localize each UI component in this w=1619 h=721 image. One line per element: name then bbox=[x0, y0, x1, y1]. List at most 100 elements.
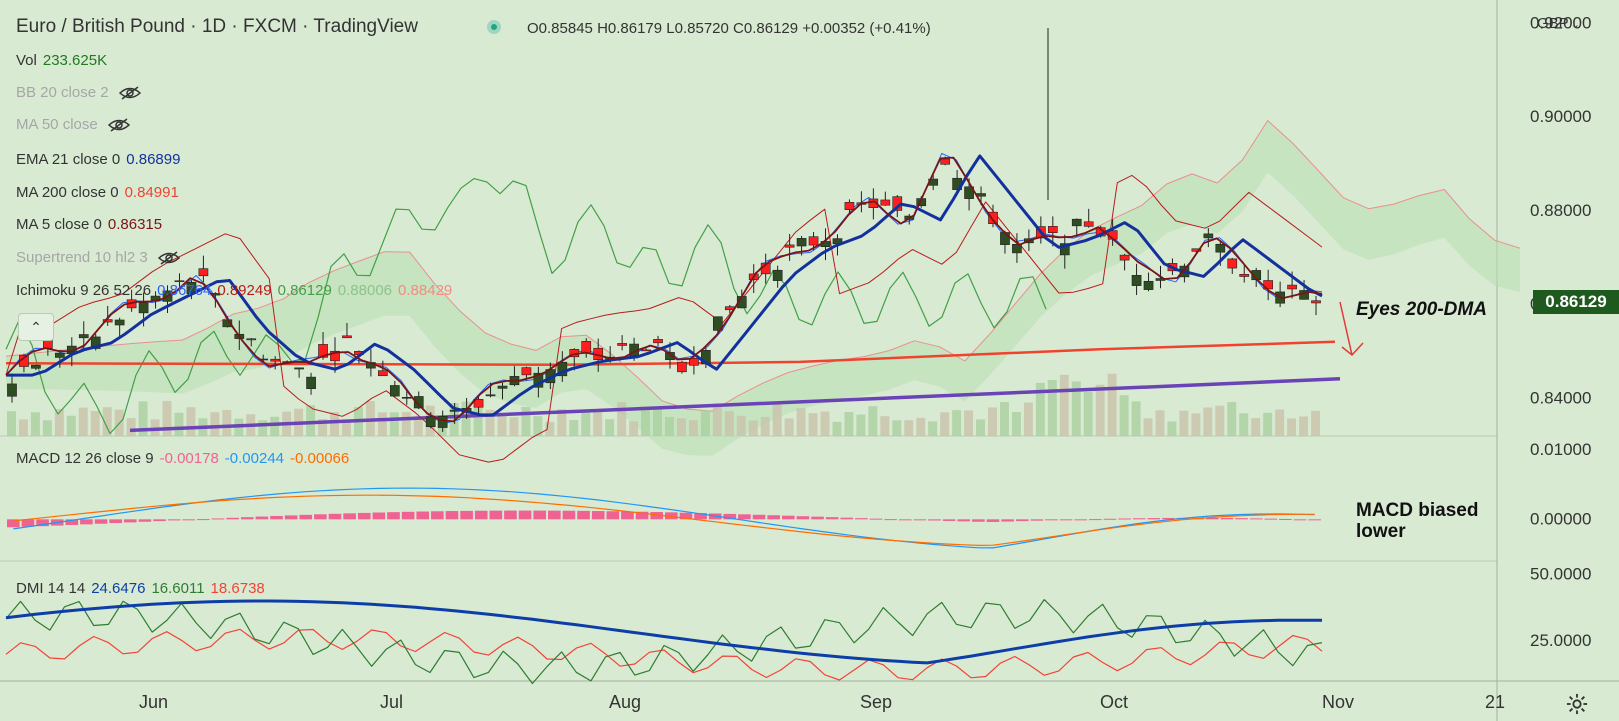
ma5-line bbox=[5, 156, 1323, 423]
candle-up bbox=[54, 352, 65, 358]
macd-histogram-bar bbox=[328, 513, 342, 520]
legend-macd-v2: -0.00244 bbox=[224, 450, 285, 467]
legend-ichimoku-v1: 0.86764 bbox=[157, 282, 212, 299]
volume-bar bbox=[844, 412, 854, 436]
macd-histogram-bar bbox=[167, 519, 181, 521]
candle-up bbox=[138, 302, 149, 314]
time-tick-label: Aug bbox=[609, 692, 641, 712]
macd-histogram-bar bbox=[752, 514, 766, 520]
macd-histogram-bar bbox=[986, 519, 1000, 522]
macd-histogram-bar bbox=[36, 519, 49, 527]
macd-histogram-bar bbox=[869, 518, 883, 520]
legend-vol[interactable]: Vol 233.625K bbox=[16, 52, 107, 69]
ichimoku-cloud bbox=[6, 120, 1520, 456]
candle-down bbox=[1191, 248, 1202, 252]
macd-histogram-bar bbox=[1162, 517, 1175, 520]
volume-bar bbox=[712, 403, 722, 436]
macd-histogram-bar bbox=[606, 511, 620, 520]
ohlc-open: O0.85845 bbox=[527, 20, 593, 37]
volume-bar bbox=[330, 412, 339, 436]
macd-histogram-bar bbox=[650, 512, 663, 520]
volume-bar bbox=[174, 412, 184, 436]
macd-histogram-bar bbox=[474, 510, 488, 520]
macd-histogram-bar bbox=[577, 510, 590, 520]
volume-bar bbox=[760, 416, 770, 436]
candle-down bbox=[784, 244, 795, 248]
legend-vol-label: Vol bbox=[16, 52, 37, 69]
legend-ma200[interactable]: MA 200 close 0 0.84991 bbox=[16, 184, 179, 201]
legend-ma200-value: 0.84991 bbox=[124, 184, 179, 201]
legend-ma5[interactable]: MA 5 close 0 0.86315 bbox=[16, 216, 162, 233]
macd-histogram-bar bbox=[109, 519, 122, 524]
candle-down bbox=[378, 370, 388, 377]
volume-bar bbox=[784, 418, 794, 436]
macd-line bbox=[13, 487, 1315, 549]
price-tick-label: 0.90000 bbox=[1530, 107, 1591, 126]
volume-bar bbox=[1035, 382, 1045, 436]
collapse-legend-button[interactable]: ⌃ bbox=[18, 313, 54, 341]
legend-bb[interactable]: BB 20 close 2 bbox=[16, 84, 141, 101]
hidden-eye-icon[interactable] bbox=[157, 251, 180, 265]
legend-dmi[interactable]: DMI 14 14 24.6476 16.6011 18.6738 bbox=[16, 580, 265, 597]
volume-bar bbox=[1167, 421, 1177, 436]
macd-histogram-bar bbox=[825, 517, 839, 520]
candle-down bbox=[330, 350, 340, 362]
macd-histogram-bar bbox=[928, 519, 941, 521]
legend-ma50-label: MA 50 close bbox=[16, 116, 98, 133]
volume-bar bbox=[509, 417, 519, 436]
volume-bar bbox=[617, 402, 627, 436]
adx-line bbox=[5, 599, 1323, 665]
candle-up bbox=[389, 385, 400, 397]
macd-histogram-bar bbox=[1074, 519, 1088, 521]
candle-down bbox=[808, 236, 819, 246]
gear-icon[interactable] bbox=[1566, 693, 1588, 715]
candle-down bbox=[581, 341, 592, 354]
macd-histogram-bar bbox=[635, 511, 649, 520]
currency-label: GBP bbox=[1537, 15, 1569, 32]
candle-down bbox=[641, 349, 651, 352]
candle-down bbox=[246, 338, 257, 341]
annotation-macd-line1: MACD biased bbox=[1356, 500, 1479, 521]
volume-bar bbox=[1251, 418, 1261, 436]
legend-dmi-v2: 16.6011 bbox=[151, 580, 205, 597]
legend-ichimoku-v4: 0.88006 bbox=[337, 282, 393, 299]
candle-down bbox=[1227, 258, 1238, 269]
legend-ichimoku-v3: 0.86129 bbox=[277, 282, 332, 299]
currency-selector[interactable]: GBP ⌄ bbox=[1537, 15, 1580, 32]
candle-down bbox=[1239, 273, 1250, 277]
candle-down bbox=[677, 361, 687, 373]
legend-ema21[interactable]: EMA 21 close 0 0.86899 bbox=[16, 151, 180, 168]
volume-bar bbox=[988, 407, 997, 436]
volume-bar bbox=[1071, 381, 1081, 436]
annotation-eyes-200dma: Eyes 200-DMA bbox=[1356, 299, 1487, 320]
candle-down bbox=[689, 358, 699, 366]
ohlc-close: C0.86129 bbox=[733, 20, 799, 37]
price-tick-label: 0.84000 bbox=[1530, 388, 1591, 407]
hidden-eye-icon[interactable] bbox=[107, 118, 130, 132]
macd-histogram-bar bbox=[1147, 518, 1161, 520]
hidden-eye-icon[interactable] bbox=[118, 86, 141, 100]
volume-bar bbox=[1239, 413, 1249, 436]
macd-histogram-bar bbox=[548, 510, 561, 520]
candle-down bbox=[617, 343, 627, 346]
volume-bar bbox=[916, 417, 926, 436]
legend-macd[interactable]: MACD 12 26 close 9 -0.00178 -0.00244 -0.000… bbox=[16, 450, 349, 467]
volume-bar bbox=[126, 418, 136, 436]
volume-bar bbox=[1179, 410, 1189, 436]
volume-bar bbox=[569, 420, 579, 436]
legend-ichimoku[interactable]: Ichimoku 9 26 52 26 0.86764 0.89249 0.86129… bbox=[16, 282, 452, 299]
candle-up bbox=[1071, 218, 1082, 227]
volume-bar bbox=[7, 411, 16, 436]
legend-supertrend[interactable]: Supertrend 10 hl2 3 bbox=[16, 249, 180, 266]
legend-vol-value: 233.625K bbox=[42, 52, 108, 69]
macd-histogram-bar bbox=[123, 519, 137, 523]
macd-histogram-bar bbox=[913, 519, 927, 521]
candle-up bbox=[437, 416, 448, 428]
candle-up bbox=[1131, 275, 1142, 286]
legend-ma50[interactable]: MA 50 close bbox=[16, 116, 130, 133]
volume-bar bbox=[700, 410, 710, 436]
volume-bar bbox=[318, 419, 328, 436]
volume-bar bbox=[54, 409, 64, 436]
legend-dmi-v3: 18.6738 bbox=[210, 580, 265, 597]
